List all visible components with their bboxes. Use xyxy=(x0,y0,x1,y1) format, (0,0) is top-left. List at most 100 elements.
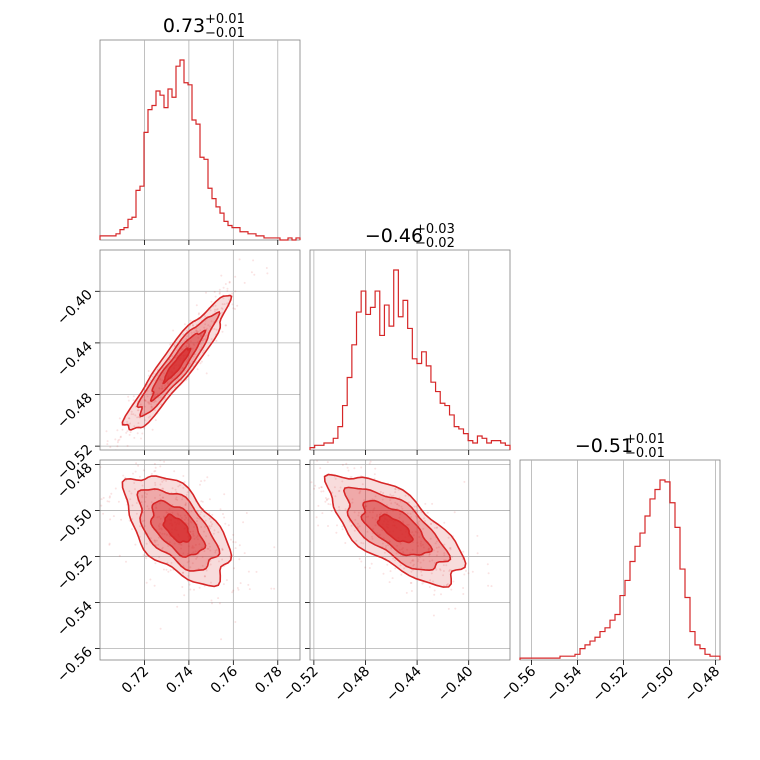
sample-point xyxy=(449,546,452,549)
sample-point xyxy=(318,487,321,489)
sample-point xyxy=(189,340,192,343)
sample-point xyxy=(200,526,203,528)
histogram-panel: −0.46+0.03−0.02 xyxy=(309,222,511,455)
sample-point xyxy=(388,581,391,584)
sample-point xyxy=(427,548,430,551)
sample-point xyxy=(150,405,153,408)
sample-point xyxy=(428,553,431,556)
sample-point xyxy=(449,548,452,551)
sample-point xyxy=(335,531,338,534)
sample-point xyxy=(357,511,360,514)
sample-point xyxy=(143,398,146,401)
sample-point xyxy=(126,430,129,433)
sample-point xyxy=(173,542,176,545)
sample-point xyxy=(215,339,218,342)
sample-point xyxy=(232,589,235,592)
sample-point xyxy=(487,572,490,575)
sample-point xyxy=(157,524,160,527)
sample-point xyxy=(239,582,242,585)
sample-point xyxy=(341,463,344,466)
sample-point xyxy=(334,477,337,480)
sample-point xyxy=(418,520,421,523)
sample-point xyxy=(180,517,183,519)
sample-point xyxy=(409,552,412,555)
sample-point xyxy=(390,495,393,498)
sample-point xyxy=(384,547,387,549)
sample-point xyxy=(192,324,194,327)
sample-point xyxy=(363,499,366,502)
sample-point xyxy=(358,491,361,494)
sample-point xyxy=(161,379,164,382)
sample-point xyxy=(183,323,186,326)
histogram-panel: 0.73 +0.01−0.01 xyxy=(99,12,301,245)
sample-point xyxy=(362,542,365,545)
sample-point xyxy=(195,536,198,539)
sample-point xyxy=(334,495,337,498)
sample-point xyxy=(420,566,423,569)
sample-point xyxy=(321,512,324,515)
panel-frame xyxy=(99,39,301,241)
sample-point xyxy=(182,475,185,477)
sample-point xyxy=(250,271,253,274)
sample-point xyxy=(161,387,164,390)
sample-point xyxy=(433,589,436,592)
sample-point xyxy=(210,320,213,323)
density-contour xyxy=(162,347,192,385)
sample-point xyxy=(171,511,174,514)
sample-point xyxy=(154,470,157,472)
sample-point xyxy=(379,490,382,493)
sample-point xyxy=(360,541,363,544)
sample-point xyxy=(93,447,95,449)
sample-point xyxy=(311,454,313,456)
sample-point xyxy=(117,439,120,442)
sample-point xyxy=(114,487,117,490)
sample-point xyxy=(358,525,361,528)
sample-point xyxy=(132,399,135,402)
sample-point xyxy=(149,537,152,540)
sample-point xyxy=(389,493,392,496)
sample-point xyxy=(428,553,431,556)
sample-point xyxy=(118,438,121,441)
sample-point xyxy=(422,546,425,549)
sample-point xyxy=(346,466,349,469)
sample-point xyxy=(440,593,442,596)
sample-point xyxy=(360,466,363,469)
x-tick-label: −0.52 xyxy=(280,664,322,706)
sample-point xyxy=(226,302,229,305)
sample-point xyxy=(357,522,359,525)
sample-point xyxy=(432,614,435,617)
sample-point xyxy=(108,543,111,546)
sample-point xyxy=(422,527,425,530)
sample-point xyxy=(176,512,179,515)
sample-point xyxy=(210,300,213,303)
sample-point xyxy=(186,491,189,494)
sample-point xyxy=(129,431,132,434)
sample-point xyxy=(412,564,415,567)
sample-point xyxy=(166,561,169,564)
sample-point xyxy=(292,476,294,478)
sample-point xyxy=(415,555,418,558)
sample-point xyxy=(192,534,195,537)
sample-point xyxy=(371,537,374,540)
sample-point xyxy=(120,518,123,521)
sample-point xyxy=(192,365,195,368)
sample-point xyxy=(435,526,438,529)
sample-point xyxy=(202,349,205,352)
sample-point xyxy=(118,417,121,420)
sample-point xyxy=(153,401,156,404)
sample-point xyxy=(316,460,319,462)
sample-point xyxy=(143,399,146,402)
sample-point xyxy=(197,330,200,333)
sample-point xyxy=(169,569,172,572)
sample-point xyxy=(447,607,450,610)
sample-point xyxy=(381,542,384,545)
sample-point xyxy=(215,548,218,551)
sample-point xyxy=(369,460,372,463)
sample-point xyxy=(190,331,193,334)
sample-point xyxy=(154,503,157,506)
sample-point xyxy=(307,507,309,509)
sample-point xyxy=(428,586,431,588)
sample-point xyxy=(420,544,423,547)
parameter-title: −0.51 xyxy=(575,435,633,457)
sample-point xyxy=(462,550,465,553)
